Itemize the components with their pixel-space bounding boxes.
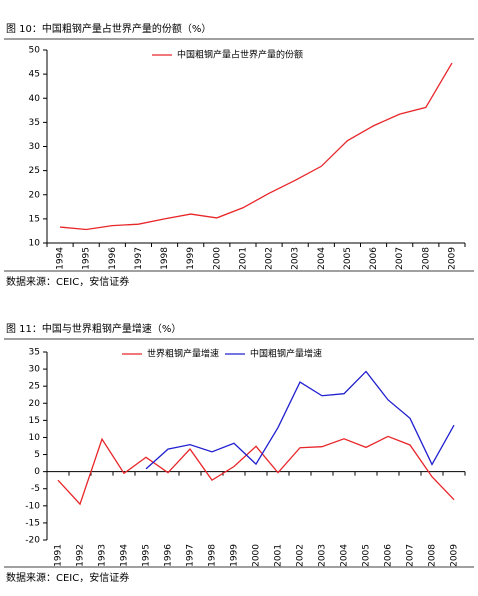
y-tick-label: -10 [25, 501, 40, 511]
x-tick-label: 1999 [186, 247, 196, 270]
x-tick-label: 1995 [142, 544, 152, 567]
x-tick-label: 2007 [406, 544, 416, 567]
chart-title: 图 10：中国粗钢产量占世界产量的份额（%） [6, 22, 211, 35]
x-tick-label: 1991 [54, 544, 64, 567]
x-tick-label: 2007 [395, 247, 405, 270]
source-note: 数据来源：CEIC，安信证券 [6, 571, 129, 584]
x-tick-label: 2002 [265, 247, 275, 270]
series-line [145, 370, 455, 470]
x-tick-label: 2000 [252, 544, 262, 567]
x-tick-label: 2006 [369, 247, 379, 270]
x-tick-label: 1997 [186, 544, 196, 567]
y-tick-label: 15 [29, 214, 40, 224]
y-tick-label: 20 [29, 190, 41, 200]
y-tick-label: 20 [29, 399, 41, 409]
y-tick-label: 35 [29, 348, 40, 358]
x-tick-label: 1998 [160, 247, 170, 270]
legend-label: 世界粗钢产量增速 [147, 348, 219, 360]
chart-title: 图 11：中国与世界粗钢产量增速（%） [6, 322, 181, 335]
y-tick-label: 45 [29, 70, 40, 80]
y-tick-label: 40 [29, 94, 41, 104]
legend-label: 中国粗钢产量增速 [250, 348, 322, 360]
y-tick-label: -5 [31, 484, 40, 494]
x-tick-label: 2005 [362, 544, 372, 567]
y-tick-label: 10 [29, 239, 41, 249]
y-tick-label: 15 [29, 416, 40, 426]
x-tick-label: 2004 [317, 247, 327, 270]
y-tick-label: -20 [25, 536, 40, 546]
y-tick-label: 25 [29, 166, 40, 176]
x-tick-label: 2009 [450, 544, 460, 567]
x-tick-label: 2009 [447, 247, 457, 270]
x-tick-label: 1994 [120, 544, 130, 567]
x-tick-label: 2004 [340, 544, 350, 567]
x-tick-label: 2008 [421, 247, 431, 270]
x-tick-label: 2006 [384, 544, 394, 567]
x-tick-label: 2003 [291, 247, 301, 270]
y-tick-label: 50 [29, 46, 41, 56]
x-tick-label: 1996 [164, 544, 174, 567]
x-tick-label: 2002 [296, 544, 306, 567]
x-tick-label: 1998 [208, 544, 218, 567]
y-tick-label: 10 [29, 433, 41, 443]
y-tick-label: 30 [29, 142, 41, 152]
y-tick-label: -15 [25, 518, 40, 528]
x-tick-label: 1999 [230, 544, 240, 567]
x-tick-label: 2001 [238, 247, 248, 270]
x-tick-label: 1996 [108, 247, 118, 270]
y-tick-label: 30 [29, 365, 41, 375]
y-tick-label: 25 [29, 382, 40, 392]
y-tick-label: 5 [34, 450, 40, 460]
x-tick-label: 2001 [274, 544, 284, 567]
x-tick-label: 2008 [428, 544, 438, 567]
x-tick-label: 1997 [134, 247, 144, 270]
x-tick-label: 2000 [212, 247, 222, 270]
series-line [60, 62, 453, 231]
legend-label: 中国粗钢产量占世界产量的份额 [177, 49, 303, 61]
x-tick-label: 1994 [56, 247, 66, 270]
y-tick-label: 35 [29, 118, 40, 128]
series-line [57, 435, 455, 506]
source-note: 数据来源：CEIC，安信证券 [6, 275, 129, 288]
y-tick-label: 0 [34, 467, 40, 477]
x-tick-label: 1992 [76, 544, 86, 567]
x-tick-label: 2005 [343, 247, 353, 270]
x-tick-label: 1993 [98, 544, 108, 567]
x-tick-label: 1995 [82, 247, 92, 270]
x-tick-label: 2003 [318, 544, 328, 567]
